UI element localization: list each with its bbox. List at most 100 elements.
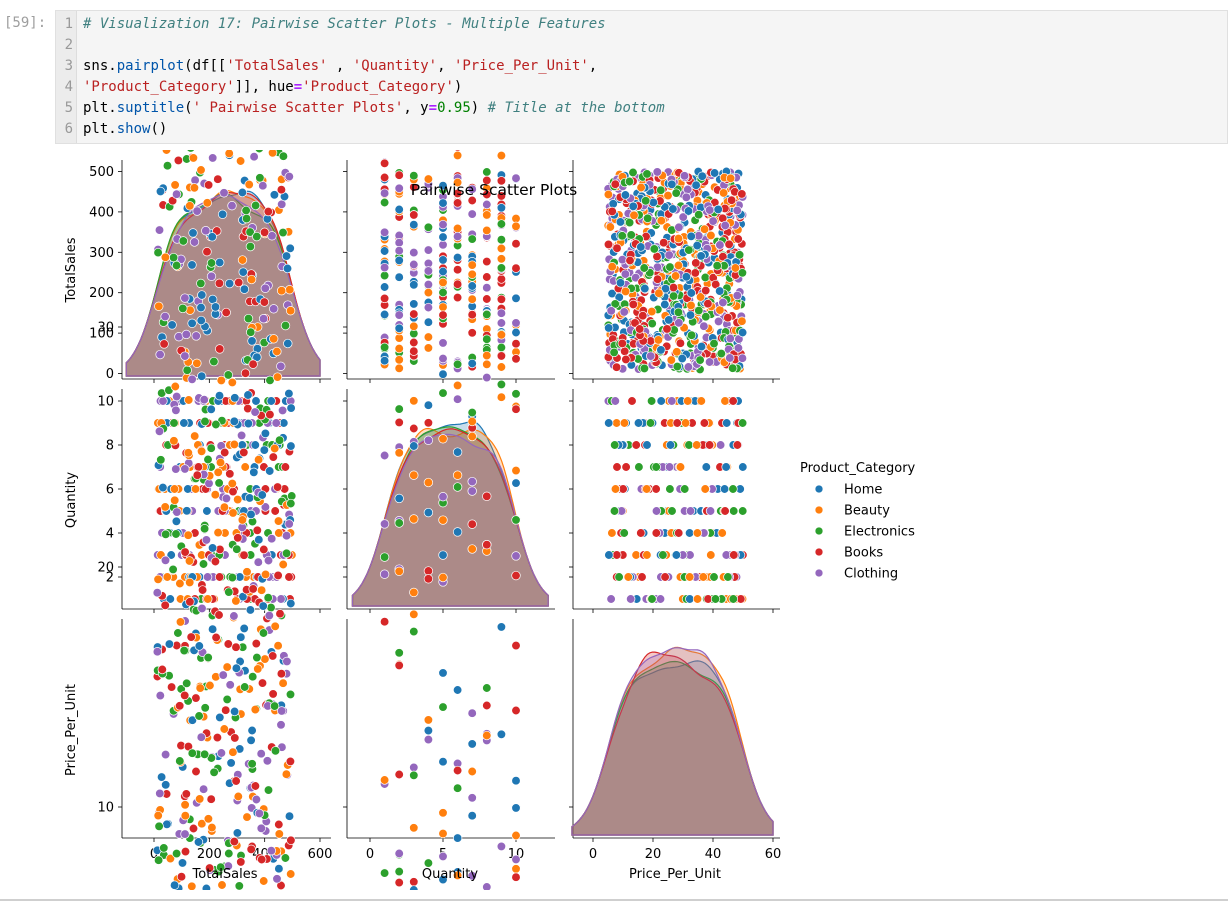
scatter-point — [169, 880, 180, 890]
scatter-point — [213, 527, 223, 538]
scatter-point — [230, 393, 240, 403]
scatter-point — [197, 819, 207, 829]
y-axis-label: Price_Per_Unit — [64, 684, 79, 776]
scatter-point — [603, 239, 614, 250]
scatter-point — [258, 628, 269, 638]
scatter-point — [695, 355, 705, 365]
scatter-point — [409, 259, 419, 270]
scatter-point — [263, 206, 273, 217]
scatter-point — [394, 246, 404, 256]
scatter-point — [154, 301, 164, 311]
scatter-point — [153, 247, 163, 258]
scatter-point — [423, 477, 434, 488]
scatter-point — [409, 299, 419, 309]
scatter-point — [286, 598, 296, 609]
code-cell-input[interactable]: 1 # Visualization 17: Pairwise Scatter Pl… — [55, 10, 1228, 144]
code-token: , — [437, 58, 454, 74]
scatter-point — [409, 441, 419, 451]
scatter-point — [496, 150, 507, 161]
code-token: plt — [83, 100, 109, 116]
scatter-point — [260, 428, 271, 439]
code-token: , — [588, 58, 598, 74]
scatter-point — [438, 668, 448, 678]
scatter-point — [720, 220, 730, 231]
scatter-point — [685, 594, 695, 604]
x-tick-label: 0 — [589, 847, 597, 862]
scatter-point — [690, 268, 700, 278]
code-token: suptitle — [116, 100, 185, 116]
scatter-point — [257, 490, 267, 500]
scatter-point — [726, 195, 737, 205]
scatter-point — [673, 233, 684, 244]
scatter-point — [467, 544, 477, 554]
scatter-point — [409, 220, 419, 230]
scatter-point — [260, 283, 270, 293]
scatter-point — [215, 257, 225, 268]
scatter-point — [197, 290, 207, 300]
scatter-point — [184, 395, 194, 405]
scatter-point — [284, 572, 294, 582]
legend-marker-beauty — [814, 505, 824, 515]
scatter-point — [724, 239, 734, 249]
scatter-point — [452, 470, 463, 480]
scatter-point — [729, 550, 739, 560]
code-text: # Visualization 17: Pairwise Scatter Plo… — [83, 14, 606, 35]
scatter-point — [175, 701, 185, 711]
scatter-point — [198, 784, 209, 794]
scatter-point — [202, 198, 212, 208]
scatter-point — [496, 191, 507, 201]
kde-area-clothing — [571, 647, 774, 836]
scatter-point — [706, 230, 716, 241]
scatter-point — [409, 171, 419, 181]
scatter-point — [259, 445, 269, 455]
scatter-point — [155, 788, 165, 799]
code-token: plt — [83, 121, 109, 137]
scatter-point — [423, 332, 434, 342]
scatter-point — [511, 570, 521, 581]
scatter-point — [188, 153, 199, 163]
scatter-point — [660, 572, 670, 582]
scatter-point — [245, 227, 255, 237]
line-number: 6 — [64, 121, 73, 137]
scatter-point — [652, 274, 663, 284]
code-token: show — [116, 121, 151, 137]
scatter-point — [496, 318, 507, 328]
scatter-point — [154, 225, 165, 235]
scatter-point — [245, 241, 256, 252]
y-tick-label: 10 — [97, 801, 114, 816]
scatter-point — [708, 216, 718, 226]
scatter-point — [180, 846, 191, 857]
scatter-point — [409, 396, 419, 406]
scatter-point — [160, 252, 171, 262]
scatter-point — [423, 343, 434, 353]
scatter-point — [199, 524, 210, 534]
scatter-point — [178, 303, 188, 314]
scatter-point — [718, 188, 729, 198]
code-token: (df[[ — [184, 58, 227, 74]
scatter-point — [626, 594, 636, 604]
scatter-point — [511, 318, 521, 328]
scatter-point — [423, 566, 434, 576]
scatter-point — [165, 594, 175, 604]
code-token: . — [108, 58, 117, 74]
scatter-point — [244, 179, 254, 190]
scatter-point — [511, 830, 521, 841]
scatter-point — [152, 647, 163, 657]
scatter-point — [252, 525, 262, 535]
scatter-point — [170, 180, 180, 190]
scatter-point — [276, 594, 286, 604]
scatter-point — [698, 572, 708, 582]
scatter-point — [511, 339, 521, 349]
scatter-point — [269, 701, 280, 711]
scatter-point — [173, 628, 183, 638]
scatter-point — [730, 263, 741, 273]
scatter-point — [648, 197, 659, 208]
scatter-point — [732, 440, 743, 450]
scatter-point — [277, 199, 287, 209]
scatter-point — [452, 231, 463, 242]
scatter-point — [187, 715, 198, 725]
scatter-point — [190, 484, 201, 494]
scatter-point — [721, 462, 731, 472]
scatter-point — [158, 396, 168, 406]
scatter-point — [187, 260, 197, 270]
